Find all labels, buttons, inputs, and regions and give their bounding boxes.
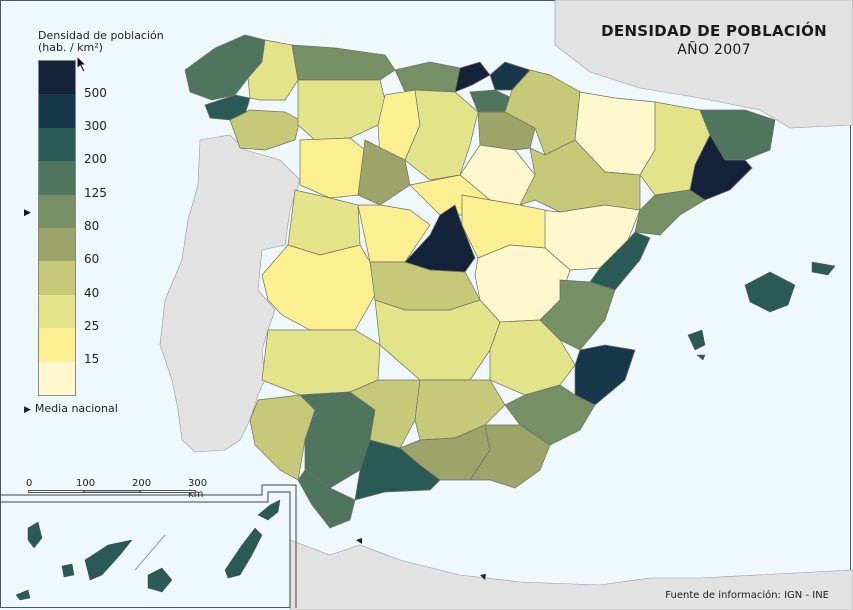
region-tarragona bbox=[634, 189, 706, 236]
legend-break-label: 200 bbox=[84, 152, 107, 166]
scale-segment bbox=[28, 490, 84, 493]
scale-tick-label: 300 km bbox=[188, 478, 208, 500]
region-salamanca bbox=[287, 189, 361, 256]
scale-tick-label: 0 bbox=[26, 478, 33, 489]
legend-title: Densidad de población (hab. / km²) bbox=[38, 30, 164, 54]
scale-segment bbox=[140, 490, 196, 493]
legend-swatch bbox=[39, 294, 75, 329]
region-zamora bbox=[299, 137, 366, 199]
legend-break-label: 300 bbox=[84, 119, 107, 133]
region-valladolid bbox=[357, 139, 411, 206]
legend-swatch bbox=[39, 361, 75, 395]
region-caceres bbox=[261, 244, 376, 331]
triangle-marker-icon: ▶ bbox=[24, 405, 31, 415]
canary-inset bbox=[0, 484, 297, 608]
africa-land bbox=[289, 539, 853, 610]
mouse-cursor-icon bbox=[76, 55, 88, 73]
legend-color-scale bbox=[38, 60, 76, 396]
island-la-gomera bbox=[61, 563, 75, 578]
legend-swatch bbox=[39, 261, 75, 295]
region-cadiz bbox=[297, 469, 356, 529]
region-ourense bbox=[229, 109, 301, 151]
region-almeria bbox=[469, 424, 551, 489]
map-title: DENSIDAD DE POBLACIÓN bbox=[601, 22, 827, 40]
region-cordoba bbox=[349, 379, 421, 449]
national-average-label: Media nacional bbox=[34, 402, 118, 415]
scale-segment bbox=[84, 490, 140, 493]
national-average-legend: ▶ Media nacional bbox=[24, 402, 118, 415]
legend-swatch bbox=[39, 227, 75, 262]
map-subtitle: AÑO 2007 bbox=[677, 42, 751, 58]
island-lanzarote bbox=[257, 499, 281, 521]
legend-swatch bbox=[39, 61, 75, 95]
france-land bbox=[554, 0, 853, 129]
legend-break-label: 25 bbox=[84, 319, 100, 333]
portugal-land bbox=[159, 134, 301, 453]
region-leon bbox=[297, 79, 386, 141]
legend-swatch bbox=[39, 328, 75, 362]
ceuta bbox=[356, 538, 362, 544]
region-badajoz bbox=[261, 329, 381, 396]
island-ibiza bbox=[687, 329, 706, 351]
legend-swatch bbox=[39, 94, 75, 128]
legend-swatch bbox=[39, 127, 75, 162]
legend-break-label: 60 bbox=[84, 252, 100, 266]
island-tenerife bbox=[84, 539, 133, 581]
region-barcelona bbox=[689, 134, 753, 201]
island-el-hierro bbox=[15, 589, 31, 601]
region-bizkaia bbox=[454, 61, 491, 93]
legend-break-label: 500 bbox=[84, 86, 107, 100]
legend-break-label: 40 bbox=[84, 286, 100, 300]
island-la-palma bbox=[27, 521, 43, 549]
scale-tick-label: 200 bbox=[132, 478, 152, 489]
canary-divider bbox=[134, 534, 166, 571]
legend-break-label: 15 bbox=[84, 352, 100, 366]
region-alicante bbox=[574, 344, 636, 406]
legend-swatch bbox=[39, 161, 75, 195]
legend-break-label: 125 bbox=[84, 186, 107, 200]
region-asturias bbox=[291, 44, 396, 81]
island-mallorca bbox=[744, 271, 796, 313]
melilla bbox=[480, 574, 486, 580]
island-menorca bbox=[811, 261, 836, 276]
legend-title-line2: (hab. / km²) bbox=[38, 41, 103, 54]
legend-swatch bbox=[39, 194, 75, 228]
source-attribution: Fuente de información: IGN - INE bbox=[665, 590, 829, 601]
scale-tick-label: 100 bbox=[76, 478, 96, 489]
national-average-marker-icon: ▶ bbox=[24, 208, 31, 218]
island-fuerteventura bbox=[224, 527, 263, 579]
legend-title-line1: Densidad de población bbox=[38, 29, 164, 42]
region-ciudad-real bbox=[374, 299, 501, 381]
map-title-block: DENSIDAD DE POBLACIÓN AÑO 2007 bbox=[601, 22, 827, 58]
island-formentera bbox=[696, 354, 706, 361]
island-gran-canaria bbox=[147, 567, 173, 593]
legend-break-label: 80 bbox=[84, 219, 100, 233]
